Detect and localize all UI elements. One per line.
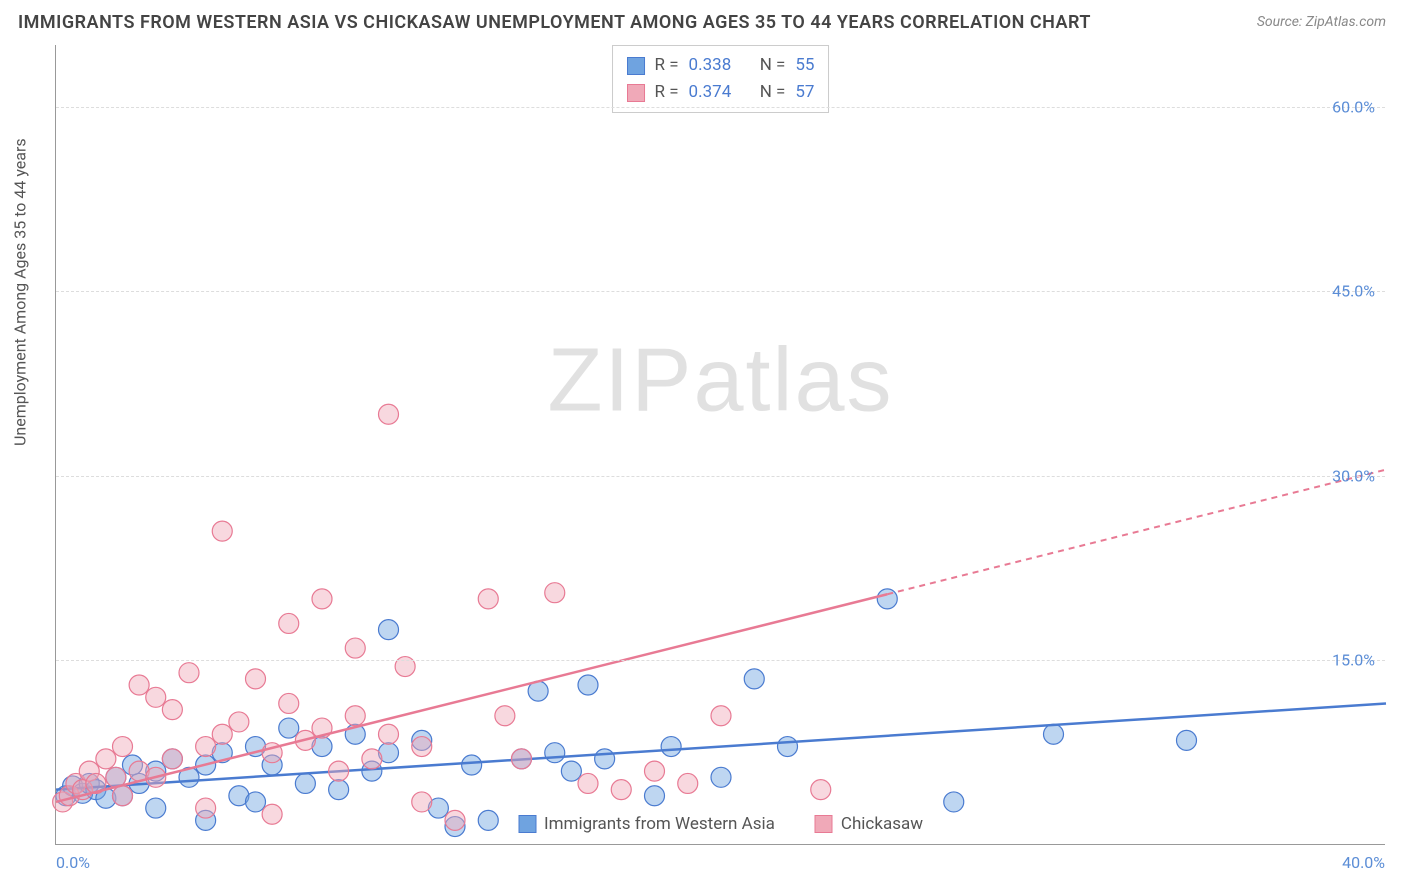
data-point: [113, 786, 133, 806]
data-point: [578, 675, 598, 695]
data-point: [811, 780, 831, 800]
swatch-pink-icon: [815, 815, 833, 833]
data-point: [645, 761, 665, 781]
data-point: [212, 521, 232, 541]
data-point: [578, 773, 598, 793]
x-tick-label: 0.0%: [56, 853, 90, 872]
gridline: [56, 660, 1385, 661]
data-point: [412, 737, 432, 757]
stat-legend-box: R = 0.338 N = 55 R = 0.374 N = 57: [612, 45, 830, 113]
data-point: [279, 693, 299, 713]
swatch-pink: [627, 84, 645, 102]
data-point: [262, 804, 282, 824]
y-tick-label: 15.0%: [1332, 651, 1375, 670]
data-point: [329, 780, 349, 800]
data-point: [711, 706, 731, 726]
x-tick-label: 40.0%: [1342, 853, 1385, 872]
data-point: [478, 810, 498, 830]
data-point: [445, 810, 465, 830]
data-point: [312, 589, 332, 609]
data-point: [295, 773, 315, 793]
data-point: [1177, 730, 1197, 750]
swatch-blue-icon: [518, 815, 536, 833]
data-point: [561, 761, 581, 781]
data-point: [744, 669, 764, 689]
data-point: [478, 589, 498, 609]
data-point: [329, 761, 349, 781]
data-point: [412, 792, 432, 812]
data-point: [229, 712, 249, 732]
source-label: Source: ZipAtlas.com: [1257, 14, 1386, 30]
data-point: [362, 749, 382, 769]
gridline: [56, 476, 1385, 477]
data-point: [512, 749, 532, 769]
y-tick-label: 60.0%: [1332, 97, 1375, 116]
data-point: [611, 780, 631, 800]
data-point: [179, 663, 199, 683]
data-point: [545, 743, 565, 763]
data-point: [944, 792, 964, 812]
data-point: [246, 669, 266, 689]
data-point: [379, 724, 399, 744]
plot-area: ZIPatlas R = 0.338 N = 55 R = 0.374 N = …: [55, 45, 1385, 845]
trend-line-dashed: [887, 470, 1386, 595]
data-point: [379, 404, 399, 424]
data-point: [345, 706, 365, 726]
data-point: [113, 737, 133, 757]
data-point: [279, 613, 299, 633]
gridline: [56, 107, 1385, 108]
bottom-legend: Immigrants from Western Asia Chickasaw: [510, 812, 931, 836]
data-point: [495, 706, 515, 726]
data-point: [279, 718, 299, 738]
data-point: [345, 638, 365, 658]
y-tick-label: 45.0%: [1332, 282, 1375, 301]
data-point: [162, 700, 182, 720]
stat-row-series1: R = 0.338 N = 55: [627, 52, 815, 79]
data-point: [877, 589, 897, 609]
gridline: [56, 291, 1385, 292]
data-point: [196, 737, 216, 757]
data-point: [212, 724, 232, 744]
data-point: [545, 583, 565, 603]
data-point: [1044, 724, 1064, 744]
y-tick-label: 30.0%: [1332, 466, 1375, 485]
legend-item-series2: Chickasaw: [815, 814, 923, 834]
data-point: [162, 749, 182, 769]
swatch-blue: [627, 57, 645, 75]
data-point: [711, 767, 731, 787]
scatter-svg: [56, 45, 1385, 844]
y-axis-label: Unemployment Among Ages 35 to 44 years: [11, 138, 30, 446]
data-point: [778, 737, 798, 757]
data-point: [96, 749, 116, 769]
data-point: [645, 786, 665, 806]
chart-title: IMMIGRANTS FROM WESTERN ASIA VS CHICKASA…: [18, 12, 1091, 33]
data-point: [379, 620, 399, 640]
data-point: [462, 755, 482, 775]
data-point: [146, 687, 166, 707]
data-point: [595, 749, 615, 769]
data-point: [146, 798, 166, 818]
data-point: [661, 737, 681, 757]
legend-item-series1: Immigrants from Western Asia: [518, 814, 775, 834]
data-point: [246, 792, 266, 812]
data-point: [196, 798, 216, 818]
stat-row-series2: R = 0.374 N = 57: [627, 79, 815, 106]
data-point: [129, 675, 149, 695]
data-point: [678, 773, 698, 793]
